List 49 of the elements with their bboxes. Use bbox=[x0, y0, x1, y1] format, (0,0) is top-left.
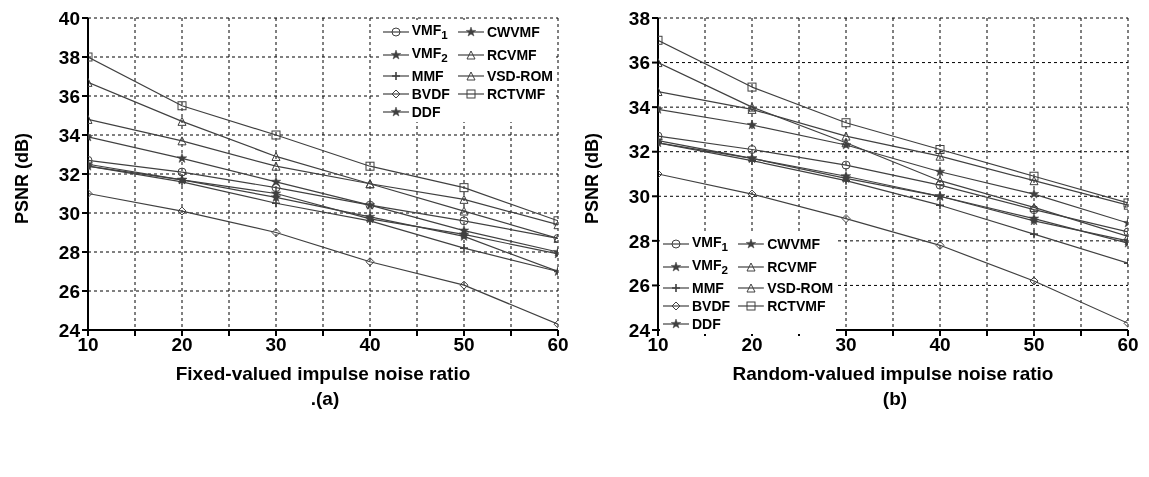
x-tick-label: 20 bbox=[171, 334, 193, 356]
y-tick-label: 38 bbox=[628, 7, 650, 29]
y-axis-title: PSNR (dB) bbox=[582, 133, 603, 224]
legend-label: RCVMF bbox=[486, 47, 537, 64]
x-tick-label: 40 bbox=[359, 334, 381, 356]
legend-label: VMF$_{1}$ bbox=[411, 22, 448, 41]
y-axis-title: PSNR (dB) bbox=[12, 133, 33, 224]
y-tick-label: 30 bbox=[628, 186, 650, 208]
y-tick-label: 32 bbox=[628, 141, 650, 163]
x-axis-title: Random-valued impulse noise ratio bbox=[732, 363, 1054, 384]
legend-label: MMF bbox=[692, 279, 724, 296]
x-tick-label: 30 bbox=[835, 334, 857, 356]
y-tick-label: 28 bbox=[628, 230, 650, 252]
text: .(a) bbox=[309, 388, 341, 410]
legend-label: VMF$_{2}$ bbox=[692, 256, 729, 276]
y-tick-label: 26 bbox=[58, 280, 80, 302]
legend-label: CWVMF bbox=[767, 236, 821, 253]
y-tick-label: 36 bbox=[58, 85, 80, 107]
legend-label: CWVMF bbox=[486, 24, 540, 41]
legend-label: VMF$_{1}$ bbox=[692, 234, 729, 253]
y-tick-label: 40 bbox=[58, 7, 80, 29]
y-tick-label: 36 bbox=[628, 52, 650, 74]
legend-label: VSD-ROM bbox=[767, 279, 834, 296]
y-tick-label: 34 bbox=[628, 96, 651, 118]
text: (b) bbox=[881, 388, 909, 410]
legend-label: RCTVMF bbox=[767, 297, 826, 314]
x-axis-title: Fixed-valued impulse noise ratio bbox=[175, 363, 471, 384]
legend-label: MMF bbox=[411, 67, 444, 84]
legend-label: DDF bbox=[692, 315, 721, 332]
y-tick-label: 28 bbox=[58, 241, 80, 263]
legend-label: DDF bbox=[411, 103, 441, 120]
x-tick-label: 40 bbox=[929, 334, 951, 356]
x-tick-label: 60 bbox=[1117, 334, 1139, 356]
legend-label: BVDF bbox=[411, 85, 450, 102]
y-tick-label: 32 bbox=[58, 163, 80, 185]
y-tick-label: 26 bbox=[628, 275, 650, 297]
legend-label: VSD-ROM bbox=[486, 67, 553, 84]
y-tick-label: 34 bbox=[58, 124, 81, 146]
legend-label: RCTVMF bbox=[486, 85, 546, 102]
x-tick-label: 50 bbox=[1023, 334, 1045, 356]
y-tick-label: 38 bbox=[58, 46, 80, 68]
x-tick-label: 20 bbox=[741, 334, 763, 356]
x-tick-label: 30 bbox=[265, 334, 287, 356]
x-tick-label: 60 bbox=[547, 334, 569, 356]
y-tick-label: 30 bbox=[58, 202, 80, 224]
x-tick-label: 50 bbox=[453, 334, 475, 356]
legend-label: RCVMF bbox=[767, 259, 817, 276]
legend-label: VMF$_{2}$ bbox=[411, 44, 448, 64]
legend-label: BVDF bbox=[692, 297, 731, 314]
